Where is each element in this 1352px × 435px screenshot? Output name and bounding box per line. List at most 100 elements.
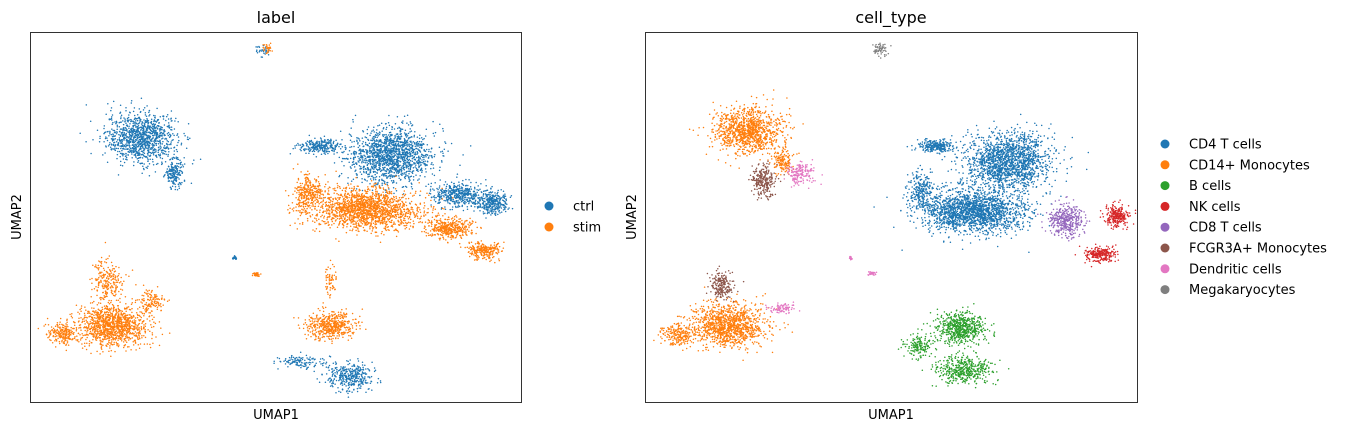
- data-point: [404, 141, 406, 144]
- data-point: [175, 171, 177, 174]
- data-point: [148, 125, 150, 127]
- data-point: [177, 183, 180, 185]
- data-point: [112, 144, 115, 147]
- data-point: [163, 124, 166, 126]
- data-point: [490, 188, 492, 190]
- data-point: [159, 153, 162, 155]
- data-point: [425, 185, 427, 187]
- data-point: [128, 151, 131, 154]
- data-point: [449, 208, 451, 211]
- data-point: [310, 139, 313, 142]
- data-point: [144, 114, 147, 116]
- data-point: [127, 116, 130, 119]
- data-point: [368, 368, 370, 371]
- data-point: [106, 161, 109, 164]
- data-point: [368, 387, 370, 390]
- data-point: [173, 166, 175, 169]
- data-point: [356, 234, 358, 236]
- data-point: [491, 212, 494, 215]
- data-point: [366, 180, 368, 182]
- data-point: [354, 381, 356, 383]
- data-point: [387, 122, 390, 124]
- data-point: [458, 186, 461, 188]
- data-point: [360, 375, 363, 377]
- data-point: [125, 156, 128, 159]
- data-point: [308, 134, 311, 137]
- data-point: [331, 375, 334, 377]
- data-point: [174, 183, 176, 186]
- data-point: [130, 99, 133, 102]
- data-point: [458, 201, 461, 204]
- data-point: [420, 164, 422, 166]
- data-point: [164, 147, 167, 150]
- data-point: [118, 137, 121, 139]
- data-point: [407, 166, 409, 168]
- data-point: [122, 123, 125, 126]
- data-point: [171, 185, 174, 188]
- data-point: [119, 164, 122, 167]
- data-point: [120, 114, 123, 117]
- data-point: [485, 184, 487, 187]
- data-point: [370, 380, 373, 383]
- data-point: [454, 205, 457, 208]
- data-point: [327, 152, 329, 155]
- data-point: [154, 148, 156, 151]
- data-point: [378, 133, 381, 136]
- data-point: [142, 129, 144, 132]
- data-point: [360, 153, 362, 155]
- data-point: [499, 198, 501, 201]
- data-point: [334, 367, 337, 369]
- data-point: [485, 209, 488, 211]
- data-point: [393, 175, 395, 178]
- data-point: [117, 150, 119, 153]
- data-point: [313, 150, 316, 153]
- data-point: [338, 175, 340, 178]
- data-point: [366, 161, 368, 164]
- data-point: [337, 193, 340, 196]
- data-point: [385, 140, 388, 142]
- data-point: [131, 120, 133, 122]
- data-point: [475, 181, 477, 184]
- data-point: [186, 138, 189, 140]
- panel-label-points: [37, 42, 514, 398]
- data-point: [367, 126, 370, 128]
- data-point: [364, 376, 366, 378]
- data-point: [467, 184, 469, 187]
- data-point: [133, 141, 136, 143]
- data-point: [493, 209, 495, 211]
- data-point: [161, 135, 163, 137]
- data-point: [461, 205, 463, 208]
- data-point: [399, 215, 402, 218]
- data-point: [172, 171, 175, 174]
- data-point: [356, 377, 358, 379]
- data-point: [376, 133, 379, 135]
- data-point: [444, 208, 447, 210]
- data-point: [111, 128, 113, 130]
- data-point: [312, 361, 314, 363]
- data-point: [415, 214, 418, 216]
- data-point: [456, 196, 458, 199]
- data-point: [113, 129, 116, 132]
- data-point: [107, 145, 110, 147]
- data-point: [179, 173, 181, 176]
- data-point: [313, 148, 315, 151]
- data-point: [358, 165, 361, 167]
- data-point: [343, 150, 345, 153]
- data-point: [439, 123, 441, 126]
- data-point: [142, 167, 145, 170]
- data-point: [156, 140, 159, 142]
- data-point: [103, 127, 105, 130]
- data-point: [445, 187, 447, 190]
- data-point: [361, 181, 363, 184]
- data-point: [336, 370, 338, 373]
- data-point: [361, 178, 363, 180]
- data-point: [390, 174, 393, 176]
- data-point: [358, 152, 360, 155]
- data-point: [456, 202, 459, 204]
- data-point: [376, 136, 378, 139]
- data-point: [133, 132, 136, 135]
- data-point: [255, 50, 258, 53]
- data-point: [413, 143, 416, 145]
- data-point: [457, 206, 460, 208]
- data-point: [352, 365, 355, 367]
